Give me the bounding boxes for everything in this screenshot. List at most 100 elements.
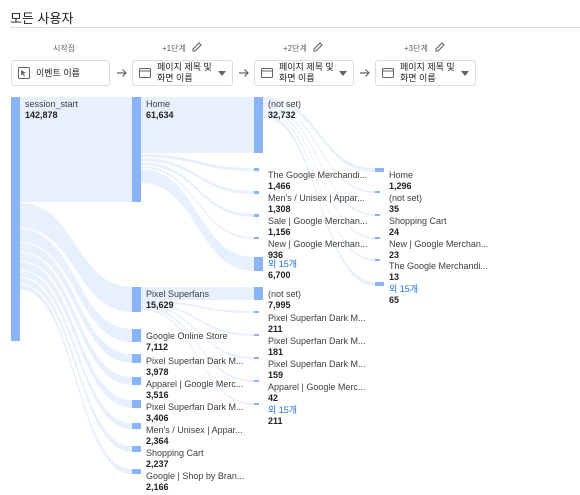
node-label: Home 61,634 [146, 99, 246, 121]
node-bar[interactable] [254, 334, 259, 336]
flow-ribbon [20, 253, 132, 385]
node-bar[interactable] [375, 259, 380, 261]
node-bar[interactable] [132, 400, 141, 408]
flow-ribbon [20, 271, 132, 429]
node-name: Pixel Superfan Dark M... [268, 359, 366, 369]
flow-ribbon [263, 111, 375, 261]
node-value: 936 [268, 250, 284, 260]
node-name: The Google Merchandi... [389, 261, 489, 271]
more-nodes-link[interactable]: 외 15개 65 [389, 284, 489, 306]
node-label: session_start 142,878 [25, 99, 125, 121]
step-1-dimension-select[interactable]: 페이지 제목 및 화면 이름 [132, 60, 233, 86]
node-name: Pixel Superfans [146, 289, 210, 299]
node-name: Apparel | Google Merc... [268, 382, 366, 392]
node-bar[interactable] [254, 257, 263, 271]
flow-ribbon [141, 166, 254, 239]
flow-ribbon [20, 278, 132, 452]
edit-step-1-icon[interactable] [192, 42, 202, 52]
node-value: 7,995 [268, 300, 291, 310]
arrow-right-icon [117, 69, 127, 77]
node-bar[interactable] [132, 329, 141, 342]
flow-ribbon [20, 243, 132, 363]
node-bar[interactable] [254, 287, 263, 300]
node-name: Home [146, 99, 171, 109]
node-bar[interactable] [375, 282, 384, 286]
node-label: Sale | Google Merchan... 1,156 [268, 216, 368, 238]
step-3-dimension-value: 페이지 제목 및 화면 이름 [400, 62, 455, 83]
chevron-down-icon [218, 70, 226, 76]
step-3-dimension-select[interactable]: 페이지 제목 및 화면 이름 [375, 60, 476, 86]
node-bar[interactable] [11, 97, 20, 341]
edit-step-2-icon[interactable] [313, 42, 323, 52]
node-bar[interactable] [254, 311, 259, 313]
more-nodes-link[interactable]: 외 15개 6,700 [268, 259, 368, 281]
node-label: Pixel Superfan Dark M... 159 [268, 359, 368, 381]
node-label: Men's / Unisex | Appar... 2,364 [146, 425, 246, 447]
node-label: The Google Merchandi... 1,466 [268, 170, 368, 192]
node-bar[interactable] [254, 97, 263, 153]
node-bar[interactable] [375, 237, 380, 239]
node-name: Apparel | Google Merc... [146, 379, 244, 389]
page-title: 모든 사용자 [10, 11, 74, 26]
node-bar[interactable] [132, 97, 141, 202]
flow-ribbon [141, 300, 254, 313]
node-name: Shopping Cart [146, 448, 204, 458]
node-bar[interactable] [132, 446, 141, 452]
node-name: Pixel Superfan Dark M... [146, 402, 244, 412]
node-bar[interactable] [254, 214, 259, 217]
node-value: 42 [268, 393, 279, 403]
page-icon [382, 68, 394, 78]
edit-step-3-icon[interactable] [435, 42, 445, 52]
node-bar[interactable] [132, 377, 141, 385]
node-label: Shopping Cart 24 [389, 216, 489, 238]
node-label: Pixel Superfans 15,629 [146, 289, 246, 311]
node-value: 2,364 [146, 436, 169, 446]
node-value: 1,156 [268, 227, 291, 237]
flow-ribbon [20, 203, 132, 312]
node-value: 32,732 [268, 110, 296, 120]
step-label-3: +3단계 [404, 44, 428, 53]
node-name: (not set) [268, 99, 302, 109]
node-value: 211 [268, 324, 283, 334]
node-bar[interactable] [132, 354, 141, 363]
node-name: 외 15개 [268, 405, 298, 415]
chevron-down-icon [461, 70, 469, 76]
node-name: New | Google Merchan... [389, 239, 489, 249]
flow-ribbon [141, 158, 254, 194]
node-bar[interactable] [132, 423, 141, 429]
node-bar[interactable] [254, 191, 259, 194]
start-dimension-select[interactable]: 이벤트 이름 [11, 60, 110, 86]
node-label: Pixel Superfan Dark M... 3,978 [146, 356, 246, 378]
more-nodes-link[interactable]: 외 15개 211 [268, 405, 368, 427]
node-value: 6,700 [268, 270, 291, 280]
node-name: (not set) [389, 193, 423, 203]
node-label: New | Google Merchan... 936 [268, 239, 368, 261]
node-bar[interactable] [132, 287, 141, 312]
node-bar[interactable] [254, 403, 259, 405]
node-name: Pixel Superfan Dark M... [268, 336, 366, 346]
node-label: Pixel Superfan Dark M... 181 [268, 336, 368, 358]
node-label: Google | Shop by Bran... 2,166 [146, 471, 246, 493]
arrow-right-icon [360, 69, 370, 77]
flow-ribbon [263, 114, 375, 286]
flow-ribbon [20, 262, 132, 408]
node-bar[interactable] [254, 237, 259, 239]
node-label: Men's / Unisex | Appar... 1,308 [268, 193, 368, 215]
node-bar[interactable] [375, 214, 380, 216]
node-value: 159 [268, 370, 284, 380]
step-2-dimension-select[interactable]: 페이지 제목 및 화면 이름 [254, 60, 354, 86]
flow-ribbon [263, 108, 375, 239]
flow-ribbon [141, 302, 254, 336]
node-bar[interactable] [254, 357, 259, 359]
node-value: 1,466 [268, 181, 291, 191]
node-bar[interactable] [132, 469, 141, 474]
node-name: Pixel Superfan Dark M... [268, 313, 366, 323]
node-value: 211 [268, 416, 283, 426]
node-name: The Google Merchandi... [268, 170, 368, 180]
node-bar[interactable] [254, 168, 259, 171]
node-value: 13 [389, 272, 400, 282]
node-bar[interactable] [375, 168, 384, 172]
node-bar[interactable] [375, 191, 380, 193]
node-bar[interactable] [254, 380, 259, 382]
